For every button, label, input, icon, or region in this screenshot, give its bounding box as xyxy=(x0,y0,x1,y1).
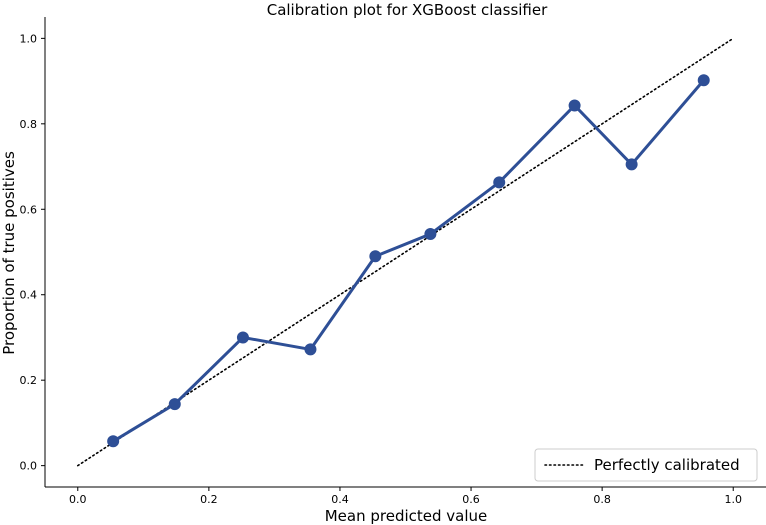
x-tick-label: 0.6 xyxy=(462,493,480,506)
legend: Perfectly calibrated xyxy=(534,448,758,482)
data-point xyxy=(236,331,249,344)
series-line xyxy=(112,79,705,443)
x-tick-label: 0.2 xyxy=(200,493,218,506)
data-point xyxy=(493,176,506,189)
y-ticks: 0.0 0.2 0.4 0.6 0.8 1.0 xyxy=(20,32,45,473)
series-points xyxy=(107,74,710,448)
legend-box xyxy=(534,448,758,482)
data-point xyxy=(107,435,120,448)
plot-area xyxy=(44,17,766,488)
data-point xyxy=(304,343,317,356)
x-tick-label: 0.8 xyxy=(593,493,611,506)
y-tick-label: 1.0 xyxy=(20,32,38,45)
data-point xyxy=(625,158,638,171)
data-point xyxy=(369,250,382,263)
y-tick-label: 0.4 xyxy=(20,289,38,302)
x-tick-label: 0.4 xyxy=(331,493,349,506)
y-tick-label: 0.0 xyxy=(20,460,38,473)
data-point xyxy=(568,99,581,112)
chart-title: Calibration plot for XGBoost classifier xyxy=(267,1,548,19)
x-tick-label: 0.0 xyxy=(69,493,87,506)
y-tick-label: 0.6 xyxy=(20,203,38,216)
data-point xyxy=(697,74,710,87)
x-ticks: 0.0 0.2 0.4 0.6 0.8 1.0 xyxy=(69,487,742,506)
data-point xyxy=(168,398,181,411)
perfectly-calibrated-line xyxy=(76,37,735,467)
y-axis-label: Proportion of true positives xyxy=(0,151,18,355)
legend-label: Perfectly calibrated xyxy=(594,456,740,474)
x-axis-label: Mean predicted value xyxy=(325,507,488,525)
data-point xyxy=(424,228,437,241)
y-tick-label: 0.2 xyxy=(20,374,38,387)
y-tick-label: 0.8 xyxy=(20,118,38,131)
x-tick-label: 1.0 xyxy=(724,493,742,506)
